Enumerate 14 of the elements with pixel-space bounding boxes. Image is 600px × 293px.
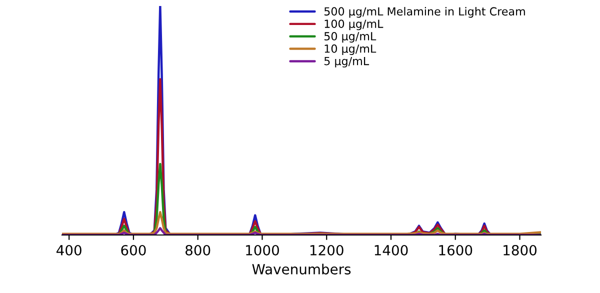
x-axis-title: Wavenumbers bbox=[252, 264, 351, 274]
x-tick-label: 800 bbox=[186, 244, 210, 256]
x-tick-label: 1400 bbox=[374, 244, 408, 256]
legend-label: 500 µg/mL Melamine in Light Cream bbox=[324, 6, 525, 18]
x-tick-label: 600 bbox=[121, 244, 146, 256]
x-tick-label: 1800 bbox=[504, 244, 537, 256]
legend-label: 50 µg/mL bbox=[324, 32, 376, 43]
x-tick-label: 1600 bbox=[439, 244, 472, 256]
x-tick-label: 400 bbox=[56, 244, 82, 256]
x-tick-label: 1000 bbox=[246, 244, 279, 256]
legend-label: 5 µg/mL bbox=[324, 57, 370, 68]
legend-label: 10 µg/mL bbox=[324, 44, 376, 55]
legend-label: 100 µg/mL bbox=[324, 20, 384, 30]
x-tick-label: 1200 bbox=[310, 244, 344, 256]
